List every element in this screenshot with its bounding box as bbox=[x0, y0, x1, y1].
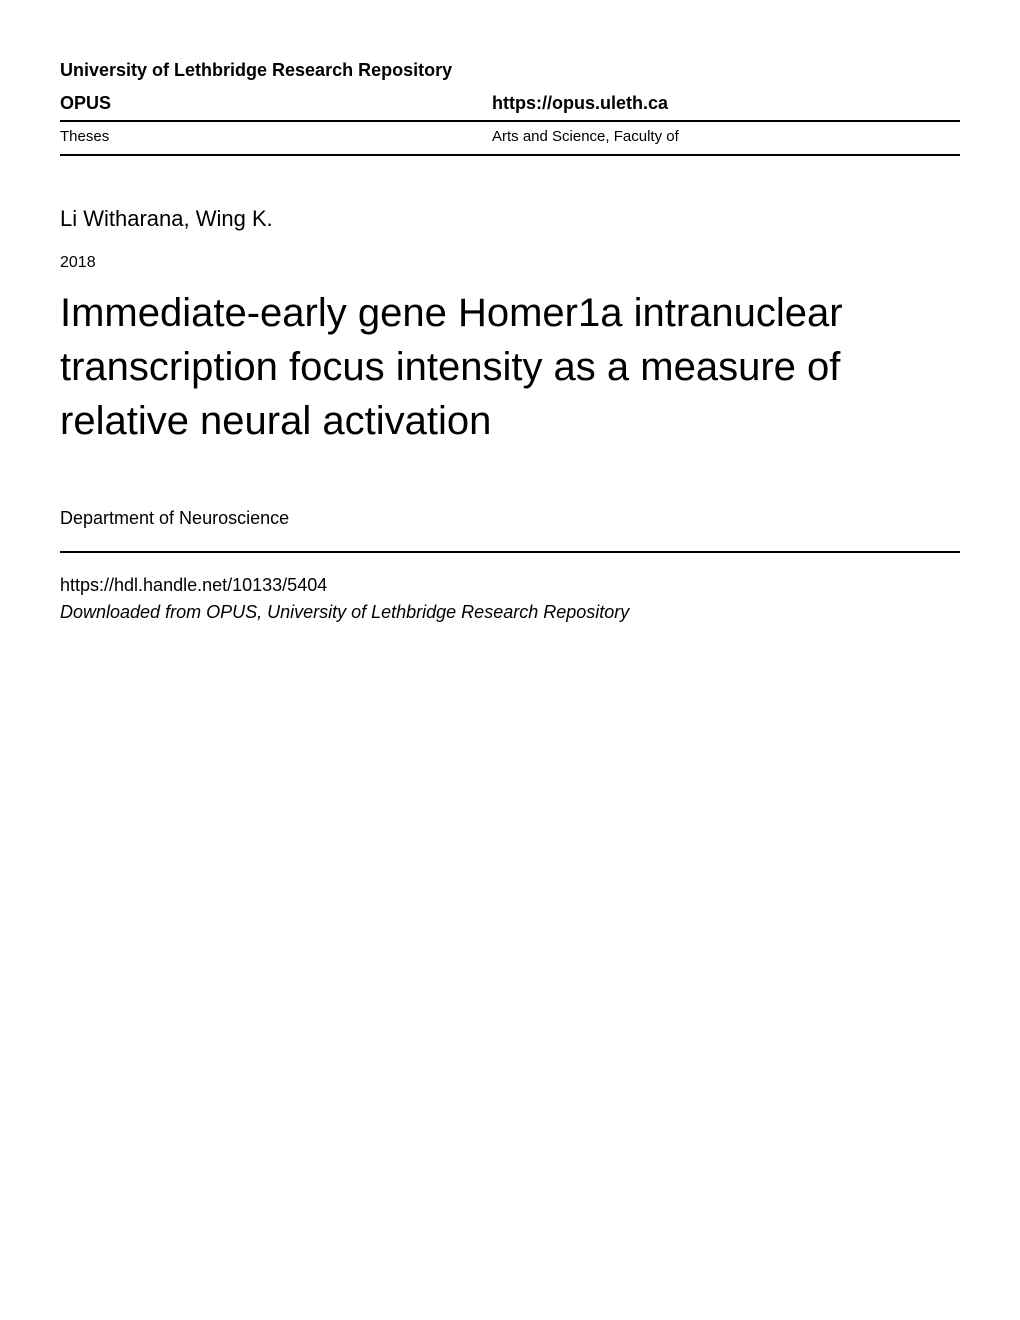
collection-label: Theses bbox=[60, 128, 109, 145]
header-row-opus: OPUS https://opus.uleth.ca bbox=[60, 89, 960, 122]
download-note: Downloaded from OPUS, University of Leth… bbox=[60, 602, 960, 623]
repository-name: University of Lethbridge Research Reposi… bbox=[60, 60, 452, 80]
document-title: Immediate-early gene Homer1a intranuclea… bbox=[60, 286, 960, 448]
department-name: Department of Neuroscience bbox=[60, 508, 960, 553]
faculty-label: Arts and Science, Faculty of bbox=[492, 128, 679, 145]
header-row-collection: Theses Arts and Science, Faculty of bbox=[60, 122, 960, 156]
author-name: Li Witharana, Wing K. bbox=[60, 206, 960, 232]
handle-url: https://hdl.handle.net/10133/5404 bbox=[60, 575, 960, 596]
opus-label: OPUS bbox=[60, 93, 111, 113]
publication-year: 2018 bbox=[60, 254, 960, 272]
repository-url: https://opus.uleth.ca bbox=[492, 93, 668, 113]
